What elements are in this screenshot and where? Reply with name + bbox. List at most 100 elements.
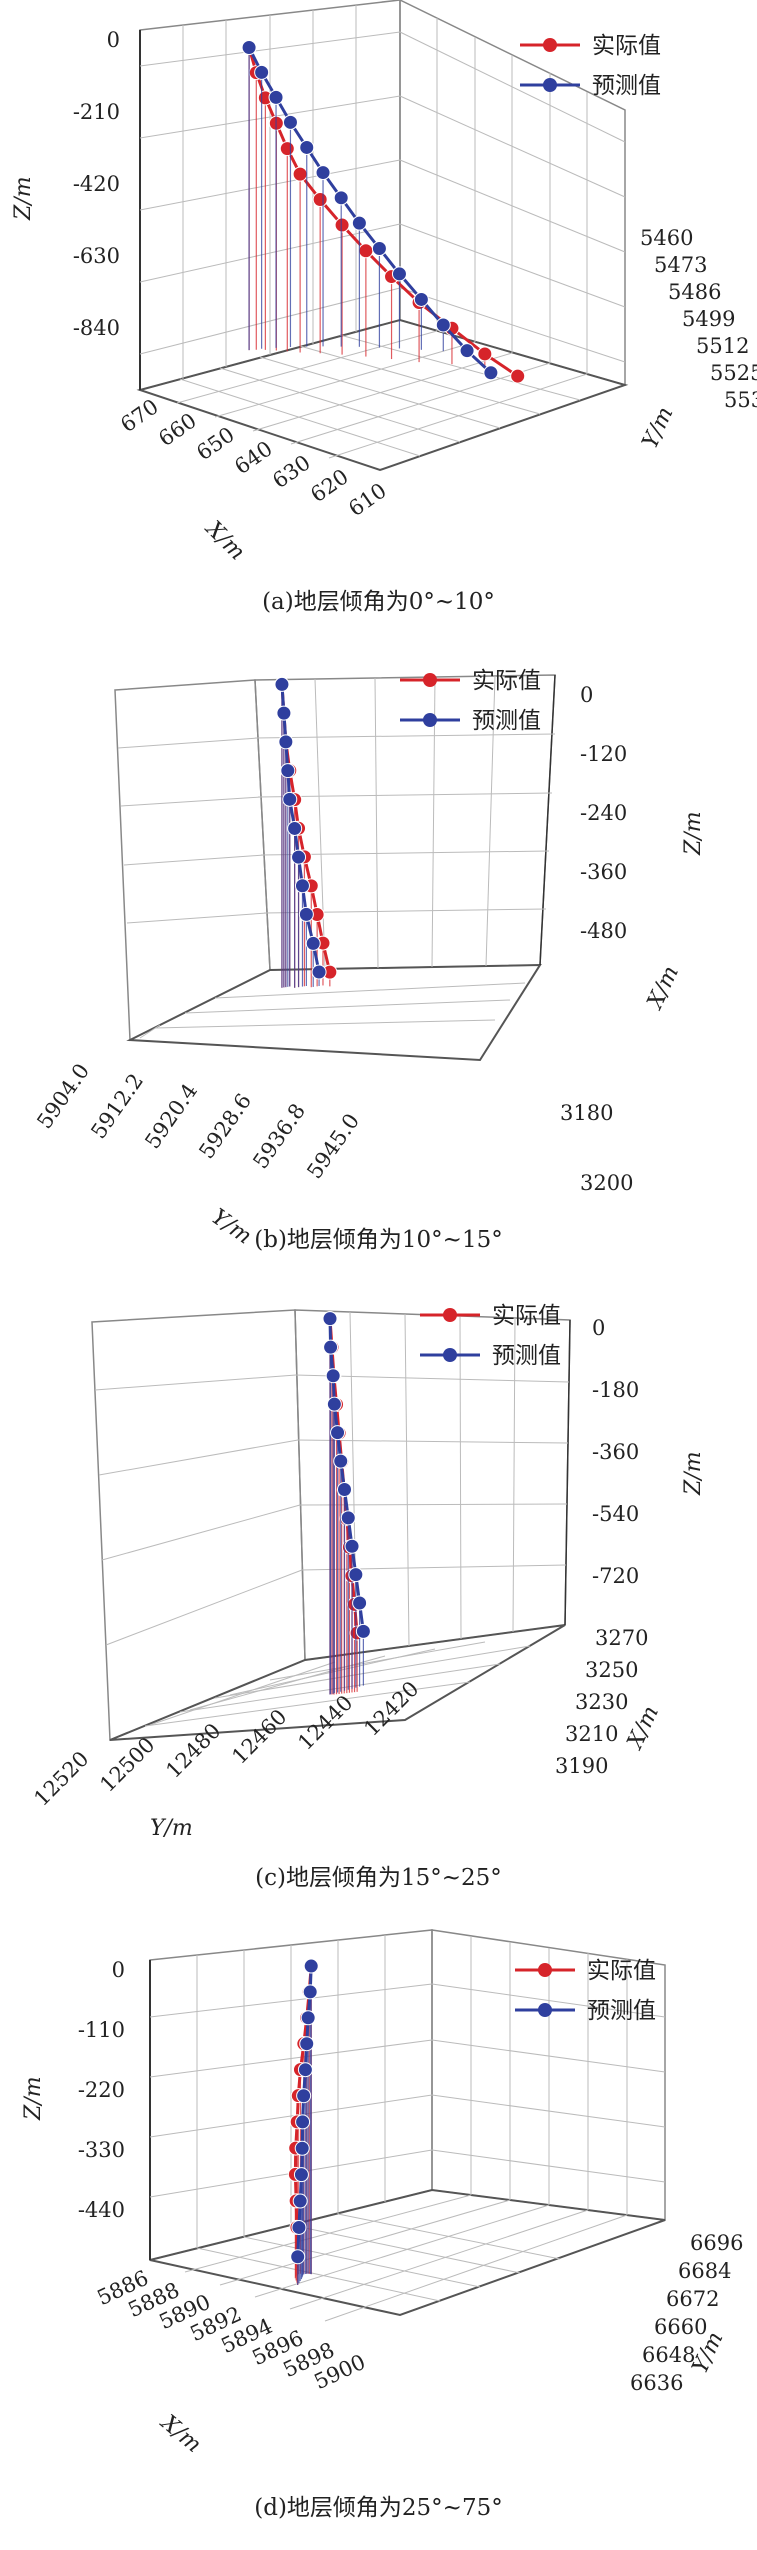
- predicted-point: [435, 317, 451, 333]
- z-tick-label: -210: [73, 100, 120, 124]
- actual-point: [334, 217, 350, 233]
- y-tick-label: 3180: [560, 1101, 613, 1125]
- chart-a-data: [241, 40, 526, 384]
- chart-c-data: [322, 1311, 371, 1695]
- z-tick-label: 0: [592, 1316, 605, 1340]
- y-tick-label: 5486: [668, 280, 721, 304]
- actual-point: [510, 368, 526, 384]
- chart-b-ylabel: X/m: [642, 962, 684, 1014]
- predicted-point: [322, 1311, 338, 1327]
- y-tick-label: 5460: [640, 226, 693, 250]
- z-tick-label: -540: [592, 1502, 639, 1526]
- predicted-point: [337, 1482, 352, 1498]
- predicted-point: [298, 906, 314, 922]
- chart-panel-b: 0 -120 -240 -360 -480 5904.0 5912.2 5920.4 5928.…: [0, 640, 757, 1280]
- z-tick-label: -480: [580, 919, 627, 943]
- legend-label: 预测值: [472, 708, 541, 734]
- y-tick-label: 6672: [666, 2287, 719, 2311]
- y-tick-label: 6684: [678, 2259, 731, 2283]
- legend-swatch-marker: [538, 1963, 552, 1977]
- x-tick-label: 5928.6: [194, 1089, 256, 1163]
- chart-a-caption: (a)地层倾角为0°~10°: [262, 589, 495, 615]
- y-tick-label: 6636: [630, 2371, 683, 2395]
- predicted-point: [355, 1623, 371, 1639]
- chart-a-box: [136, 0, 629, 472]
- y-tick-label: 5538: [724, 388, 757, 412]
- x-tick-label: 12520: [29, 1747, 93, 1811]
- predicted-point: [282, 791, 298, 807]
- chart-a-plot: 0-210-420-630-84067066065064063062061054…: [11, 0, 757, 565]
- actual-point: [279, 141, 295, 157]
- predicted-point: [459, 343, 475, 359]
- x-tick-label: 5912.2: [86, 1069, 148, 1143]
- chart-panel-d: 0 -110 -220 -330 -440 5886 5888 5890 5892 5894 589…: [0, 1920, 757, 2550]
- chart-a-zlabel: Z/m: [11, 176, 36, 221]
- predicted-point: [340, 1510, 356, 1526]
- x-tick-label: 12460: [227, 1705, 291, 1769]
- chart-c-caption: (c)地层倾角为15°~25°: [255, 1865, 502, 1891]
- legend-swatch-marker: [538, 2003, 552, 2017]
- predicted-point: [280, 763, 296, 779]
- z-tick-label: 0: [112, 1958, 125, 1982]
- chart-d-data: [287, 1958, 319, 2285]
- x-tick-label: 12480: [161, 1719, 225, 1783]
- z-tick-label: -120: [580, 742, 627, 766]
- predicted-point: [391, 266, 407, 282]
- chart-a-ylabel: Y/m: [638, 403, 679, 452]
- predicted-point: [278, 734, 294, 750]
- predicted-point: [325, 1368, 341, 1384]
- x-tick-label: 5920.4: [140, 1079, 202, 1153]
- chart-c-box: [91, 1309, 571, 1742]
- predicted-point: [333, 190, 349, 206]
- actual-point: [312, 192, 328, 208]
- z-tick-label: 0: [580, 683, 593, 707]
- predicted-point: [297, 2062, 313, 2078]
- chart-b-box: [114, 674, 556, 1062]
- predicted-point: [315, 165, 331, 181]
- predicted-point: [276, 705, 292, 721]
- z-tick-label: -330: [78, 2138, 125, 2162]
- chart-b-data: [274, 676, 338, 988]
- y-tick-label: 6660: [654, 2315, 707, 2339]
- predicted-point: [293, 2167, 309, 2183]
- y-tick-label: 5499: [682, 307, 735, 331]
- predicted-point: [303, 1958, 319, 1974]
- chart-b-caption: (b)地层倾角为10°~15°: [254, 1227, 503, 1253]
- z-tick-label: -630: [73, 244, 120, 268]
- chart-b-gridlines: [117, 675, 556, 1039]
- predicted-point: [296, 2088, 312, 2104]
- x-tick-label: 12440: [293, 1691, 357, 1755]
- predicted-point: [326, 1396, 342, 1412]
- actual-point: [292, 166, 308, 182]
- y-tick-label: 3200: [580, 1171, 633, 1195]
- z-tick-label: -420: [73, 172, 120, 196]
- legend-swatch-marker: [443, 1308, 457, 1322]
- predicted-point: [294, 878, 310, 894]
- chart-d-zlabel: Z/m: [21, 2076, 46, 2121]
- y-tick-label: 6648: [642, 2343, 695, 2367]
- chart-b-plot: 0 -120 -240 -360 -480 5904.05912.25920.45928.…: [32, 668, 706, 1249]
- chart-a-gridlines: [139, 5, 626, 459]
- predicted-point: [241, 40, 257, 56]
- legend-label: 实际值: [592, 33, 661, 59]
- legend-label: 实际值: [472, 668, 541, 694]
- y-tick-label: 3230: [575, 1690, 628, 1714]
- y-tick-label: 5512: [696, 334, 749, 358]
- x-tick-label: 5936.8: [248, 1099, 310, 1173]
- predicted-point: [290, 2249, 306, 2265]
- z-tick-label: -720: [592, 1564, 639, 1588]
- chart-c-xlabel: Y/m: [150, 1816, 193, 1841]
- predicted-point: [305, 935, 321, 951]
- chart-a-xlabel: X/m: [199, 515, 249, 565]
- legend-label: 预测值: [492, 1343, 561, 1369]
- predicted-point: [254, 64, 270, 80]
- y-tick-label: 3250: [585, 1658, 638, 1682]
- predicted-point: [351, 215, 367, 231]
- z-tick-label: -440: [78, 2198, 125, 2222]
- predicted-point: [295, 2114, 311, 2130]
- y-tick-label: 3190: [555, 1754, 608, 1778]
- chart-d-plot: 0-110-220-330-44058865888589058925894589…: [21, 1929, 743, 2458]
